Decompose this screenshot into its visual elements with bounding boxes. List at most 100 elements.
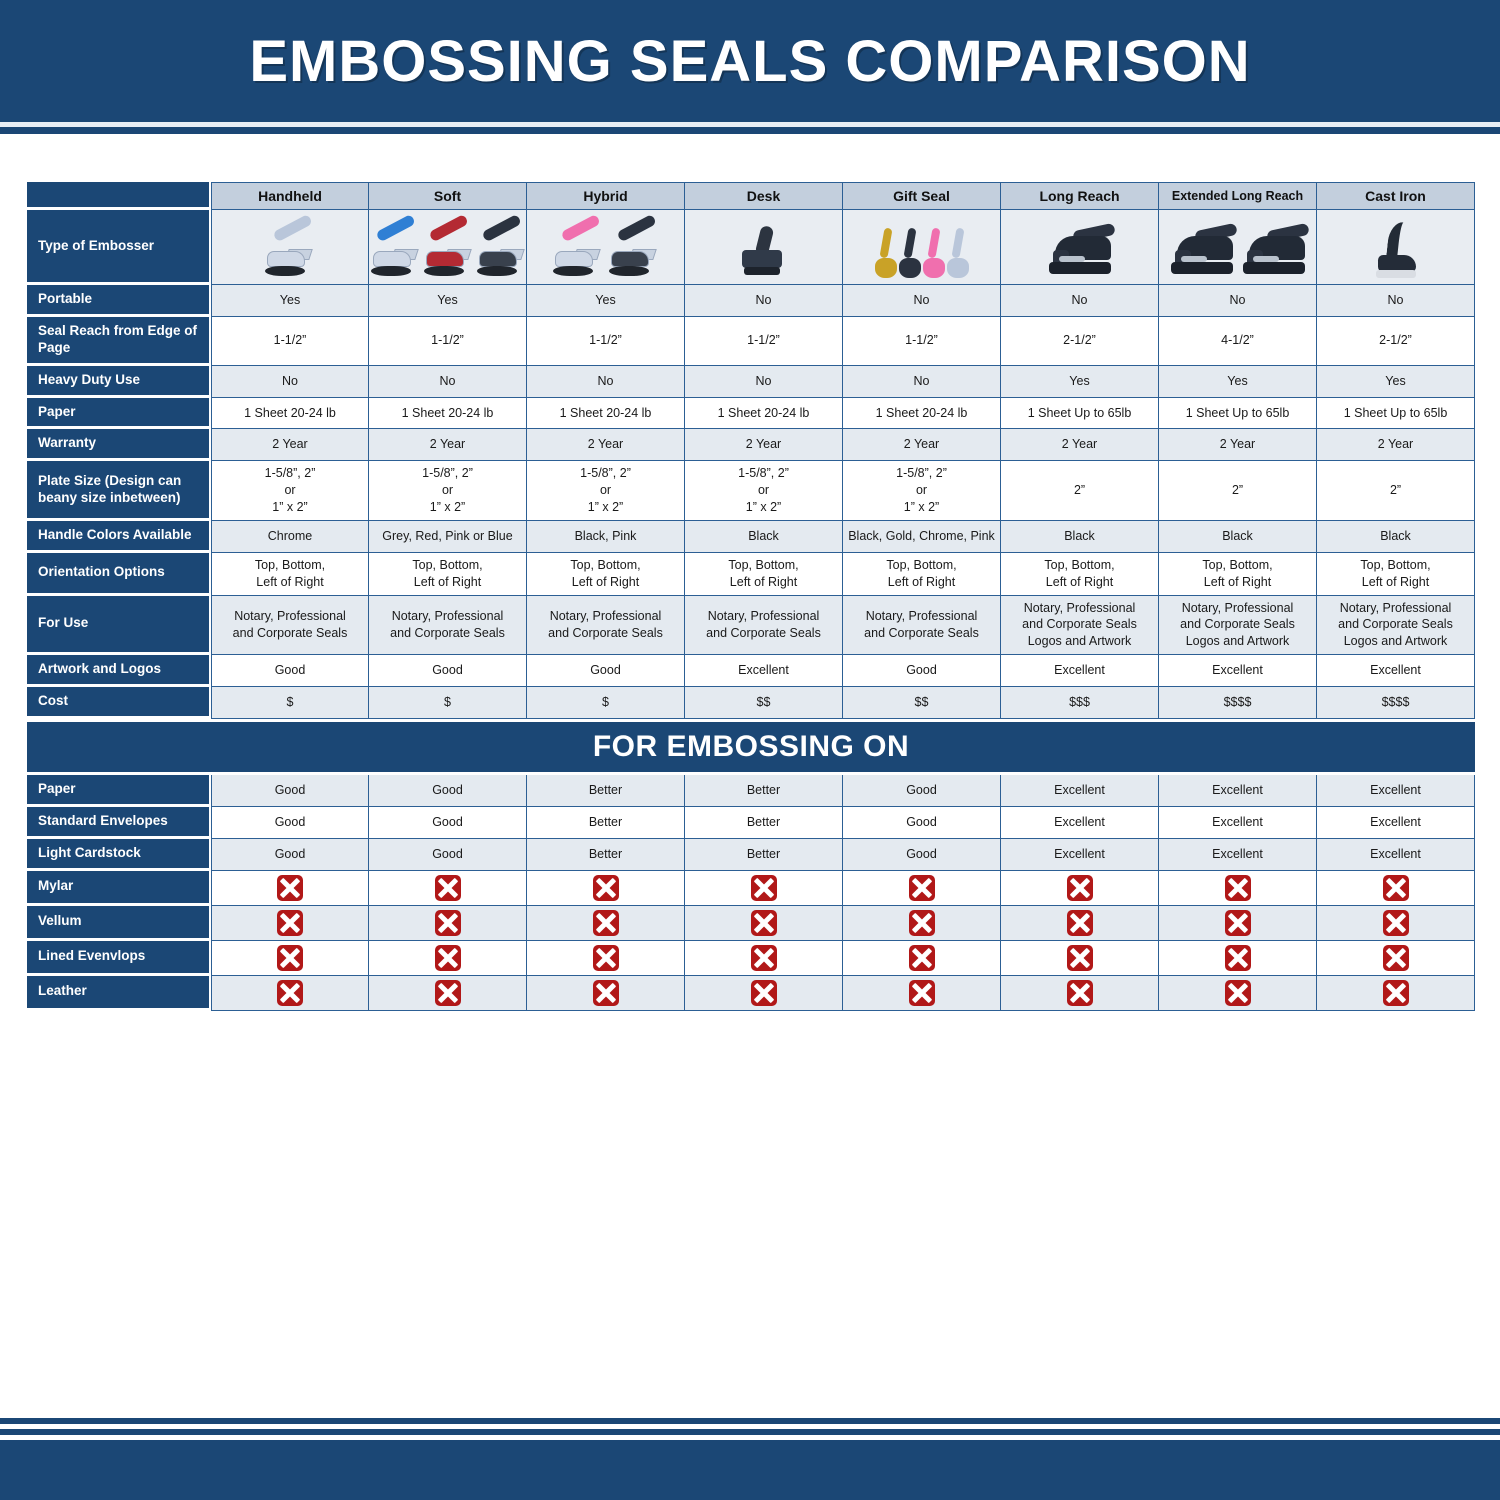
x-mark-icon (434, 944, 461, 971)
product-images-handheld (212, 210, 368, 284)
row-label-light-cardstock: Light Cardstock (27, 838, 211, 871)
cell-desk: 1-5/8”, 2” or 1” x 2” (685, 461, 843, 521)
x-mark-icon (1066, 979, 1093, 1006)
cell-gift_seal: No (843, 285, 1001, 317)
cell-gift_seal: $$ (843, 687, 1001, 719)
cell-desk: $$ (685, 687, 843, 719)
table-row: Leather (27, 975, 1475, 1011)
cell-long_reach: Yes (1001, 365, 1159, 398)
cell-handheld: Good (211, 774, 369, 807)
cell-handheld: 1-1/2” (211, 316, 369, 366)
embosser-illustration (607, 213, 661, 278)
x-mark-icon (592, 979, 619, 1006)
cell-cast_iron (1317, 870, 1475, 906)
cell-handheld: Good (211, 838, 369, 871)
cell-long_reach: Black (1001, 520, 1159, 553)
cell-hybrid: Better (527, 806, 685, 839)
cell-soft: Yes (369, 285, 527, 317)
x-mark-icon (1382, 909, 1409, 936)
cell-soft: Good (369, 806, 527, 839)
embosser-illustration (738, 224, 790, 278)
embosser-illustration (1045, 222, 1116, 278)
cell-long_reach (1001, 940, 1159, 976)
cell-long_reach: 2 Year (1001, 429, 1159, 462)
x-mark-icon (908, 909, 935, 936)
cell-desk (685, 870, 843, 906)
row-label-type-of-embosser: Type of Embosser (27, 210, 211, 285)
title-separator-3 (0, 134, 1500, 138)
cell-hybrid: Better (527, 774, 685, 807)
cell-hybrid: 2 Year (527, 429, 685, 462)
embosser-image-desk (685, 210, 843, 285)
x-mark-icon (750, 944, 777, 971)
cell-hybrid: Top, Bottom, Left of Right (527, 552, 685, 596)
cell-cast_iron: Excellent (1317, 655, 1475, 687)
embosser-image-hybrid (527, 210, 685, 285)
table-body: Type of Embosser Portable Yes Yes Yes No No No N… (27, 210, 1475, 1011)
cell-hybrid: 1-5/8”, 2” or 1” x 2” (527, 461, 685, 521)
page-title: Embossing Seals Comparison (249, 28, 1251, 94)
cell-soft: Good (369, 655, 527, 687)
cell-gift_seal: Black, Gold, Chrome, Pink (843, 520, 1001, 553)
row-label-seal-reach-from-edge-of-page: Seal Reach from Edge of Page (27, 316, 211, 366)
cell-desk: 1-1/2” (685, 316, 843, 366)
embosser-image-extended_long_reach (1159, 210, 1317, 285)
section-banner: FOR EMBOSSING ON (27, 718, 1475, 775)
x-mark-icon (1224, 909, 1251, 936)
cell-soft: 1-1/2” (369, 316, 527, 366)
cell-desk: Black (685, 520, 843, 553)
cell-gift_seal: Good (843, 806, 1001, 839)
column-header-handheld: Handheld (211, 182, 369, 210)
section-banner-row: FOR EMBOSSING ON (27, 718, 1475, 775)
cell-long_reach (1001, 975, 1159, 1011)
cell-soft (369, 940, 527, 976)
row-label-lined-evenvlops: Lined Evenvlops (27, 940, 211, 976)
cell-cast_iron: Top, Bottom, Left of Right (1317, 552, 1475, 596)
cell-long_reach: Excellent (1001, 806, 1159, 839)
cell-handheld: Notary, Professional and Corporate Seals (211, 595, 369, 656)
cell-soft: Top, Bottom, Left of Right (369, 552, 527, 596)
embosser-illustration (874, 227, 897, 278)
cell-cast_iron: 2 Year (1317, 429, 1475, 462)
cell-soft (369, 975, 527, 1011)
cell-extended_long_reach: Yes (1159, 365, 1317, 398)
x-mark-icon (1382, 979, 1409, 1006)
corner-cell (27, 182, 211, 210)
cell-handheld: 1 Sheet 20-24 lb (211, 397, 369, 430)
cell-extended_long_reach: Excellent (1159, 774, 1317, 807)
cell-hybrid: Better (527, 838, 685, 871)
cell-hybrid: Yes (527, 285, 685, 317)
table-row: Mylar (27, 870, 1475, 906)
cell-cast_iron: No (1317, 285, 1475, 317)
x-mark-icon (1066, 944, 1093, 971)
row-label-standard-envelopes: Standard Envelopes (27, 806, 211, 839)
cell-cast_iron: 2” (1317, 461, 1475, 521)
row-label-cost: Cost (27, 687, 211, 719)
row-label-plate-size-design-can-beany-size-inbetween: Plate Size (Design can beany size inbetw… (27, 461, 211, 521)
x-mark-icon (434, 979, 461, 1006)
x-mark-icon (277, 979, 303, 1006)
cell-gift_seal: Top, Bottom, Left of Right (843, 552, 1001, 596)
column-header-cast_iron: Cast Iron (1317, 182, 1475, 210)
cell-soft: 1-5/8”, 2” or 1” x 2” (369, 461, 527, 521)
table-row: Cost $ $ $ $$ $$ $$$ $$$$ $$$$ (27, 687, 1475, 719)
table-row: Paper Good Good Better Better Good Excellent Ex… (27, 774, 1475, 807)
cell-extended_long_reach (1159, 940, 1317, 976)
cell-long_reach: 2” (1001, 461, 1159, 521)
cell-gift_seal: 1-1/2” (843, 316, 1001, 366)
embosser-image-cast_iron (1317, 210, 1475, 285)
cell-hybrid: No (527, 365, 685, 398)
embosser-image-soft (369, 210, 527, 285)
row-label-warranty: Warranty (27, 429, 211, 462)
cell-cast_iron: 2-1/2” (1317, 316, 1475, 366)
embosser-image-gift_seal (843, 210, 1001, 285)
cell-extended_long_reach: 2 Year (1159, 429, 1317, 462)
cell-soft: Notary, Professional and Corporate Seals (369, 595, 527, 656)
table-row: Plate Size (Design can beany size inbetw… (27, 461, 1475, 521)
cell-desk: Excellent (685, 655, 843, 687)
row-label-for-use: For Use (27, 595, 211, 656)
cell-long_reach: Notary, Professional and Corporate Seals… (1001, 595, 1159, 656)
cell-extended_long_reach: 2” (1159, 461, 1317, 521)
cell-desk: Top, Bottom, Left of Right (685, 552, 843, 596)
